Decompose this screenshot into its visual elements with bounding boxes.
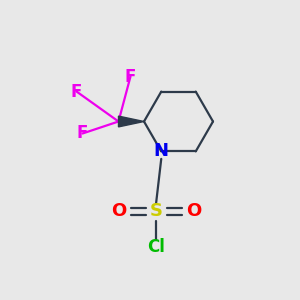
Text: F: F <box>125 68 136 85</box>
Text: O: O <box>111 202 126 220</box>
Text: F: F <box>77 124 88 142</box>
Text: Cl: Cl <box>147 238 165 256</box>
Text: O: O <box>186 202 201 220</box>
Text: N: N <box>154 142 169 160</box>
Text: F: F <box>71 82 82 100</box>
Text: S: S <box>149 202 163 220</box>
Polygon shape <box>118 116 144 127</box>
